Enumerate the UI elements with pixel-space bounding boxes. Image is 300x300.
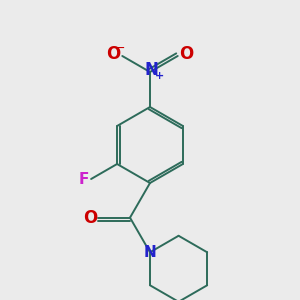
Text: O: O [180,45,194,63]
Text: N: N [144,61,158,79]
Text: −: − [115,41,125,55]
Text: N: N [144,245,156,260]
Text: +: + [154,71,164,81]
Text: F: F [79,172,89,187]
Text: O: O [106,45,120,63]
Text: O: O [83,208,97,226]
